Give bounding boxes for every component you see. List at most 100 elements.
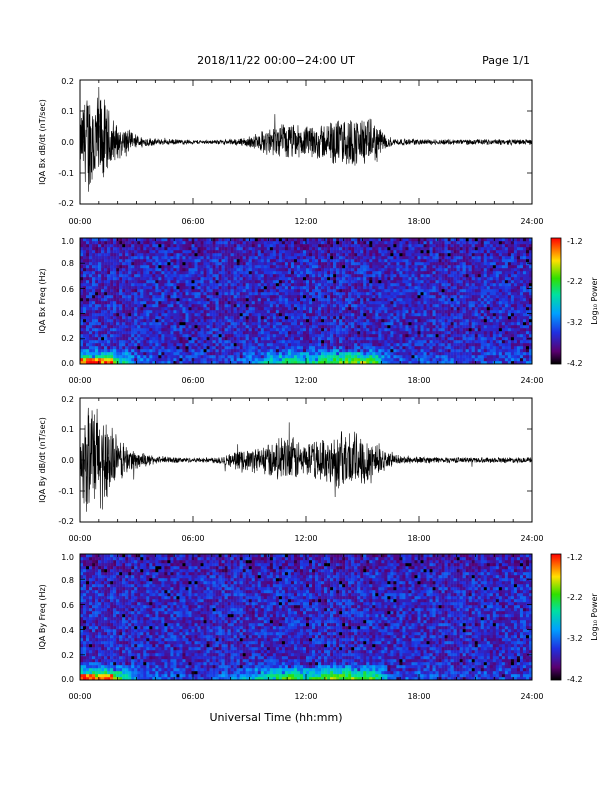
heatmap-cell — [261, 343, 264, 346]
heatmap-cell — [143, 355, 146, 358]
heatmap-cell — [339, 298, 342, 301]
heatmap-cell — [134, 247, 137, 250]
heatmap-cell — [143, 307, 146, 310]
heatmap-cell — [243, 331, 246, 334]
heatmap-cell — [188, 289, 191, 292]
heatmap-cell — [185, 271, 188, 274]
heatmap-cell — [167, 322, 170, 325]
heatmap-cell — [125, 319, 128, 322]
heatmap-cell — [113, 352, 116, 355]
heatmap-cell — [98, 343, 101, 346]
heatmap-cell — [357, 283, 360, 286]
heatmap-cell — [261, 316, 264, 319]
heatmap-cell — [372, 322, 375, 325]
heatmap-cell — [427, 337, 430, 340]
heatmap-cell — [107, 316, 110, 319]
heatmap-cell — [92, 256, 95, 259]
heatmap-cell — [387, 307, 390, 310]
heatmap-cell — [225, 337, 228, 340]
heatmap-cell — [213, 265, 216, 268]
heatmap-cell — [408, 247, 411, 250]
heatmap-cell — [327, 307, 330, 310]
heatmap-cell — [327, 289, 330, 292]
heatmap-cell — [291, 334, 294, 337]
heatmap-cell — [330, 280, 333, 283]
heatmap-cell — [351, 331, 354, 334]
heatmap-cell — [402, 256, 405, 259]
heatmap-cell — [427, 274, 430, 277]
heatmap-cell — [267, 352, 270, 355]
heatmap-cell — [384, 313, 387, 316]
heatmap-cell — [387, 322, 390, 325]
heatmap-cell — [424, 241, 427, 244]
heatmap-cell — [246, 277, 249, 280]
heatmap-cell — [321, 316, 324, 319]
heatmap-cell — [234, 319, 237, 322]
heatmap-cell — [222, 328, 225, 331]
heatmap-cell — [393, 322, 396, 325]
heatmap-cell — [170, 307, 173, 310]
heatmap-cell — [330, 343, 333, 346]
heatmap-cell — [336, 256, 339, 259]
heatmap-cell — [101, 298, 104, 301]
heatmap-cell — [369, 340, 372, 343]
heatmap-cell — [252, 286, 255, 289]
heatmap-cell — [303, 262, 306, 265]
heatmap-cell — [86, 349, 89, 352]
heatmap-cell — [113, 307, 116, 310]
heatmap-cell — [140, 325, 143, 328]
heatmap-cell — [318, 271, 321, 274]
heatmap-cell — [89, 274, 92, 277]
heatmap-cell — [92, 325, 95, 328]
heatmap-cell — [213, 247, 216, 250]
heatmap-cell — [182, 241, 185, 244]
heatmap-cell — [417, 247, 420, 250]
heatmap-cell — [345, 358, 348, 361]
heatmap-cell — [83, 298, 86, 301]
heatmap-cell — [176, 298, 179, 301]
heatmap-cell — [270, 256, 273, 259]
heatmap-cell — [430, 253, 433, 256]
heatmap-cell — [95, 301, 98, 304]
heatmap-cell — [354, 262, 357, 265]
heatmap-cell — [92, 298, 95, 301]
heatmap-cell — [210, 256, 213, 259]
heatmap-cell — [101, 247, 104, 250]
heatmap-cell — [318, 310, 321, 313]
heatmap-cell — [201, 244, 204, 247]
heatmap-cell — [113, 331, 116, 334]
heatmap-cell — [267, 268, 270, 271]
heatmap-cell — [191, 298, 194, 301]
heatmap-cell — [128, 262, 131, 265]
heatmap-cell — [86, 316, 89, 319]
heatmap-cell — [167, 241, 170, 244]
heatmap-cell — [143, 319, 146, 322]
heatmap-cell — [104, 337, 107, 340]
heatmap-cell — [107, 295, 110, 298]
heatmap-cell — [246, 328, 249, 331]
heatmap-cell — [363, 349, 366, 352]
heatmap-cell — [381, 322, 384, 325]
heatmap-cell — [342, 289, 345, 292]
heatmap-cell — [213, 253, 216, 256]
heatmap-cell — [207, 244, 210, 247]
heatmap-cell — [267, 349, 270, 352]
heatmap-cell — [315, 316, 318, 319]
heatmap-cell — [354, 304, 357, 307]
heatmap-cell — [140, 265, 143, 268]
heatmap-cell — [381, 331, 384, 334]
heatmap-cell — [354, 274, 357, 277]
heatmap-cell — [128, 289, 131, 292]
heatmap-cell — [381, 301, 384, 304]
heatmap-cell — [360, 331, 363, 334]
heatmap-cell — [312, 289, 315, 292]
heatmap-cell — [309, 286, 312, 289]
heatmap-cell — [261, 307, 264, 310]
heatmap-cell — [384, 256, 387, 259]
heatmap-cell — [270, 346, 273, 349]
heatmap-cell — [354, 328, 357, 331]
heatmap-cell — [396, 247, 399, 250]
heatmap-cell — [128, 271, 131, 274]
heatmap-cell — [327, 328, 330, 331]
heatmap-cell — [110, 337, 113, 340]
